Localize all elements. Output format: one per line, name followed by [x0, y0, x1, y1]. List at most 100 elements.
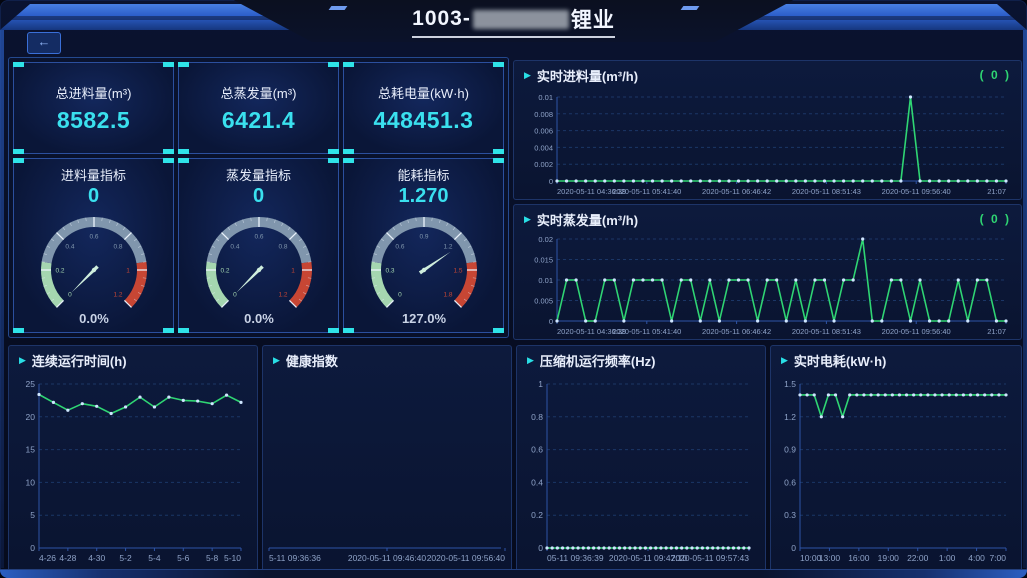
status-badge: ( 0 )	[979, 212, 1011, 226]
corner-accent	[163, 62, 174, 67]
footer-decoration	[0, 569, 1027, 578]
svg-text:2020-05-11 09:56:40: 2020-05-11 09:56:40	[427, 553, 506, 563]
corner-accent	[13, 158, 24, 163]
header-slash-left	[328, 6, 347, 10]
svg-text:0: 0	[549, 177, 553, 186]
svg-text:0: 0	[538, 543, 543, 553]
svg-text:2020-05-11 08:51:43: 2020-05-11 08:51:43	[792, 187, 861, 196]
gauge-title: 蒸发量指标	[225, 168, 291, 183]
corner-accent	[493, 158, 504, 163]
svg-text:1: 1	[291, 267, 295, 274]
svg-text:7:00: 7:00	[989, 553, 1006, 563]
svg-text:0.01: 0.01	[538, 93, 553, 102]
svg-text:0: 0	[398, 291, 402, 298]
panel-compressor-freq: ▶ 压缩机运行频率(Hz) 0 0.2 0.4 0.6 0.8 1 05-11 09:36:3…	[516, 345, 766, 573]
svg-text:2020-05-11 09:57:43: 2020-05-11 09:57:43	[671, 553, 750, 563]
svg-text:2020-05-11 09:46:40: 2020-05-11 09:46:40	[348, 553, 427, 563]
stat-label: 总进料量(m³)	[55, 85, 132, 101]
svg-text:2020-05-11 05:41:40: 2020-05-11 05:41:40	[612, 327, 681, 336]
svg-text:0.0%: 0.0%	[244, 311, 274, 326]
corner-accent	[343, 158, 354, 163]
panel-title: 实时进料量(m³/h)	[536, 68, 639, 84]
svg-text:1:00: 1:00	[939, 553, 956, 563]
caret-icon: ▶	[524, 213, 531, 224]
svg-text:5-8: 5-8	[206, 553, 219, 563]
svg-text:10:00: 10:00	[800, 553, 822, 563]
svg-text:4:00: 4:00	[968, 553, 985, 563]
panel-title: 压缩机运行频率(Hz)	[539, 353, 656, 369]
svg-text:0.2: 0.2	[220, 267, 229, 274]
stat-card-total-power: 总耗电量(kW·h) 448451.3	[343, 62, 504, 154]
svg-text:0.0%: 0.0%	[79, 311, 109, 326]
svg-text:1: 1	[538, 379, 543, 389]
corner-accent	[343, 328, 354, 333]
svg-text:0: 0	[791, 543, 796, 553]
caret-icon: ▶	[273, 354, 280, 365]
back-button[interactable]: ←	[27, 32, 61, 54]
svg-text:1.2: 1.2	[443, 243, 452, 250]
svg-text:0.6: 0.6	[784, 477, 796, 487]
svg-text:0.6: 0.6	[531, 445, 543, 455]
svg-text:0.6: 0.6	[254, 233, 263, 240]
svg-text:2020-05-11 09:47:10: 2020-05-11 09:47:10	[609, 553, 688, 563]
panel-title: 连续运行时间(h)	[31, 353, 127, 369]
svg-text:5-2: 5-2	[119, 553, 132, 563]
svg-text:0.6: 0.6	[89, 233, 98, 240]
gauge-card-feed: 进料量指标 0 0 0.2 0.4 0.6 0.8 1 1.2 0.0%	[13, 158, 174, 333]
corner-accent	[178, 158, 189, 163]
gauge-title: 进料量指标	[60, 168, 126, 183]
svg-text:5-4: 5-4	[148, 553, 161, 563]
svg-text:05-11 09:36:39: 05-11 09:36:39	[547, 553, 604, 563]
svg-text:127.0%: 127.0%	[401, 311, 446, 326]
stat-card-total-evap: 总蒸发量(m³) 6421.4	[178, 62, 339, 154]
panel-title: 实时蒸发量(m³/h)	[536, 212, 639, 228]
svg-text:0.004: 0.004	[534, 143, 553, 152]
svg-text:5-6: 5-6	[177, 553, 190, 563]
gauge-value: 1.270	[398, 185, 449, 207]
corner-accent	[493, 328, 504, 333]
corner-accent	[13, 149, 24, 154]
svg-text:1.2: 1.2	[784, 412, 796, 422]
caret-icon: ▶	[19, 354, 26, 365]
compressor-freq-chart: 0 0.2 0.4 0.6 0.8 1 05-11 09:36:39 2020-05-11 0…	[531, 379, 751, 563]
svg-text:4-30: 4-30	[88, 553, 105, 563]
gauge-title: 能耗指标	[397, 168, 450, 183]
svg-text:2020-05-11 05:41:40: 2020-05-11 05:41:40	[612, 187, 681, 196]
svg-text:19:00: 19:00	[878, 553, 900, 563]
feed-gauge: 0 0.2 0.4 0.6 0.8 1 1.2 0.0%	[40, 217, 147, 326]
health-index-chart: 5-11 09:36:36 2020-05-11 09:46:40 2020-05-…	[268, 547, 506, 563]
panel-title: 实时电耗(kW·h)	[793, 353, 887, 369]
redacted-text	[472, 9, 569, 29]
svg-text:0.4: 0.4	[531, 477, 543, 487]
stat-label: 总耗电量(kW·h)	[378, 85, 469, 101]
corner-accent	[13, 62, 24, 67]
svg-text:21:07: 21:07	[987, 187, 1006, 196]
svg-text:5-10: 5-10	[224, 553, 241, 563]
svg-text:2020-05-11 06:46:42: 2020-05-11 06:46:42	[702, 327, 771, 336]
corner-accent	[13, 328, 24, 333]
panel-header: ▶ 实时进料量(m³/h) ( 0 )	[514, 61, 1021, 85]
corner-accent	[178, 62, 189, 67]
svg-text:13:00: 13:00	[819, 553, 841, 563]
svg-text:0.4: 0.4	[65, 243, 74, 250]
svg-text:0: 0	[30, 543, 35, 553]
realtime-feed-chart: 0 0.002 0.004 0.006 0.008 0.01 2020-05-11 04:3…	[534, 93, 1008, 196]
caret-icon: ▶	[781, 354, 788, 365]
panel-realtime-power: ▶ 实时电耗(kW·h) 0 0.3 0.6 0.9 1.2 1.5 10:00 13:00 16…	[770, 345, 1022, 573]
header-title-plate: 1003- 锂业	[233, 0, 794, 42]
panel-header: ▶ 实时蒸发量(m³/h) ( 0 )	[514, 205, 1021, 229]
svg-text:0.4: 0.4	[230, 243, 239, 250]
panel-health-index: ▶ 健康指数 5-11 09:36:36 2020-05-11 09:46:40 20…	[262, 345, 512, 573]
caret-icon: ▶	[527, 354, 534, 365]
svg-text:0.2: 0.2	[531, 510, 543, 520]
svg-text:2020-05-11 04:36:39: 2020-05-11 04:36:39	[557, 327, 626, 336]
corner-accent	[163, 149, 174, 154]
svg-text:20: 20	[26, 412, 36, 422]
svg-text:1.5: 1.5	[784, 379, 796, 389]
gauge-card-evap: 蒸发量指标 0 0 0.2 0.4 0.6 0.8 1 1.2 0.0%	[178, 158, 339, 333]
caret-icon: ▶	[524, 69, 531, 80]
svg-text:1.8: 1.8	[443, 291, 452, 298]
corner-accent	[343, 62, 354, 67]
